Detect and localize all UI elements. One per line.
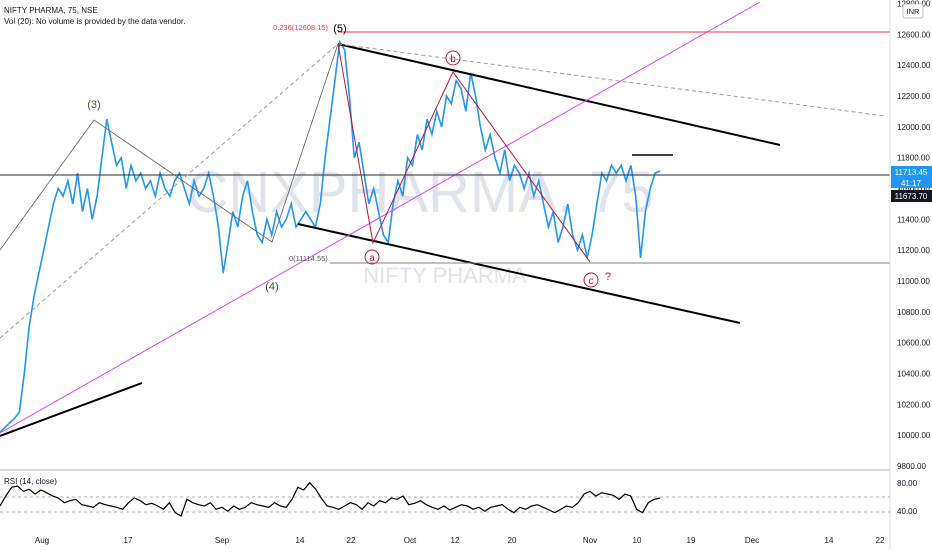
time-axis-tick: Nov bbox=[583, 536, 597, 545]
wave-label-3: (3) bbox=[87, 99, 100, 111]
price-pane[interactable]: CNXPHARMA, 75 NIFTY PHARMA (3) (4) bbox=[0, 1, 890, 437]
price-axis-tick: 9800.00 bbox=[897, 462, 926, 471]
price-series-line bbox=[0, 39, 661, 433]
price-axis-tick: 10400.00 bbox=[897, 370, 931, 379]
wave-path[interactable] bbox=[0, 43, 339, 251]
svg-text:INR: INR bbox=[907, 7, 921, 16]
price-tag-countdown[interactable]: 41:17 bbox=[891, 177, 932, 188]
rsi-axis-tick-80: 80.00 bbox=[897, 479, 918, 488]
price-axis-tick: 10800.00 bbox=[897, 308, 931, 317]
trendline-channel-bottom[interactable] bbox=[297, 223, 741, 324]
time-axis-tick: Dec bbox=[745, 536, 759, 545]
currency-badge[interactable]: INR bbox=[902, 3, 924, 19]
symbol-title: NIFTY PHARMA, 75, NSE bbox=[4, 6, 98, 15]
watermark-big: CNXPHARMA, 75 bbox=[186, 160, 653, 225]
time-axis-tick: 22 bbox=[876, 536, 885, 545]
time-axis-tick: 12 bbox=[451, 536, 460, 545]
drawings[interactable]: (3) (4) (5) a b c ? 0.236(12608.15) 0(11… bbox=[0, 1, 890, 437]
dashed-line-right[interactable] bbox=[337, 43, 886, 117]
rsi-series-line bbox=[0, 481, 661, 517]
svg-text:b: b bbox=[450, 54, 456, 65]
fib-label-0: 0(11114.55) bbox=[289, 254, 328, 263]
price-axis-tick: 11800.00 bbox=[897, 154, 930, 163]
wave-label-c[interactable]: c bbox=[583, 272, 599, 288]
time-axis-tick: 22 bbox=[347, 536, 356, 545]
volume-note: Vol (20): No volume is provided by the d… bbox=[4, 17, 185, 26]
watermark-small: NIFTY PHARMA bbox=[363, 263, 527, 288]
rsi-label: RSI (14, close) bbox=[4, 477, 57, 486]
price-axis-tick: 11600.00 bbox=[897, 185, 930, 194]
price-axis-tick: 12200.00 bbox=[897, 92, 931, 101]
time-axis-tick: 14 bbox=[825, 536, 834, 545]
rsi-pane[interactable]: RSI (14, close) bbox=[0, 477, 890, 517]
price-axis-tick: 11000.00 bbox=[897, 277, 930, 286]
time-axis-tick: 19 bbox=[687, 536, 696, 545]
price-axis-tick: 11400.00 bbox=[897, 215, 930, 224]
price-axis[interactable]: 9800.00 10000.00 10200.00 10400.00 10600.00 1… bbox=[897, 0, 931, 471]
rsi-series bbox=[0, 481, 661, 517]
price-axis-tick: 12400.00 bbox=[897, 61, 931, 70]
svg-text:a: a bbox=[369, 253, 375, 264]
question-mark: ? bbox=[605, 271, 611, 283]
price-tag-secondary[interactable]: 11673.70 bbox=[891, 190, 932, 202]
wave-label-a[interactable]: a bbox=[364, 249, 380, 265]
time-axis-tick: 14 bbox=[296, 536, 305, 545]
fib-label-0236: 0.236(12608.15) bbox=[273, 23, 329, 32]
time-axis-tick: 17 bbox=[124, 536, 133, 545]
price-axis-tick: 12000.00 bbox=[897, 123, 931, 132]
time-axis-tick: Sep bbox=[215, 536, 230, 545]
trendline-lower-left[interactable] bbox=[0, 382, 143, 437]
svg-text:c: c bbox=[589, 276, 594, 287]
price-tag-current[interactable]: 11713.45 bbox=[891, 166, 932, 177]
svg-text:41:17: 41:17 bbox=[901, 179, 922, 188]
time-axis-tick: 20 bbox=[508, 536, 517, 545]
rsi-axis[interactable]: 80.00 40.00 bbox=[897, 479, 918, 516]
wave-label-4: (4) bbox=[265, 281, 278, 293]
price-axis-tick: 10000.00 bbox=[897, 431, 931, 440]
trendline-magenta[interactable] bbox=[0, 1, 761, 434]
time-axis-tick: Oct bbox=[404, 536, 417, 545]
price-axis-tick: 12600.00 bbox=[897, 30, 931, 39]
dashed-line-left[interactable] bbox=[0, 43, 339, 339]
price-axis-tick: 10600.00 bbox=[897, 339, 931, 348]
price-series bbox=[0, 39, 661, 433]
abc-correction-path[interactable] bbox=[337, 43, 591, 263]
wave-label-5: (5) bbox=[333, 23, 346, 35]
trendline-channel-top[interactable] bbox=[337, 43, 781, 146]
time-axis-tick: 10 bbox=[633, 536, 642, 545]
time-axis[interactable]: Aug 17 Sep 14 22 Oct 12 20 Nov 10 19 Dec 14 22 bbox=[35, 536, 885, 545]
wave-label-b[interactable]: b bbox=[445, 50, 461, 66]
time-axis-tick: Aug bbox=[35, 536, 49, 545]
price-axis-tick: 10200.00 bbox=[897, 400, 931, 409]
rsi-axis-tick-40: 40.00 bbox=[897, 507, 918, 516]
price-axis-tick: 11200.00 bbox=[897, 246, 930, 255]
svg-text:11673.70: 11673.70 bbox=[895, 192, 928, 201]
svg-text:11713.45: 11713.45 bbox=[895, 168, 928, 177]
